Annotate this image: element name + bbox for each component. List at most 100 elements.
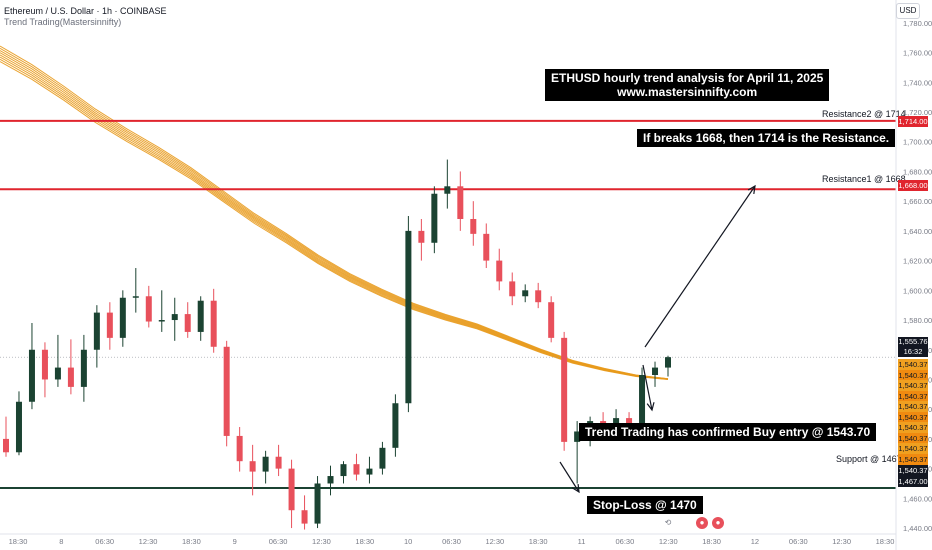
candle (28, 323, 35, 410)
time-tick-label: 18:30 (529, 537, 548, 546)
candle-body (132, 296, 139, 298)
indicator-value-tag: 1,540.37 (898, 369, 928, 381)
candle-body (431, 193, 438, 243)
candle-body (444, 186, 451, 194)
breakout-note: If breaks 1668, then 1714 is the Resista… (637, 129, 896, 147)
candle (483, 223, 490, 269)
candle (3, 416, 9, 457)
resistance1-label: Resistance1 @ 1668 (822, 174, 906, 184)
time-tick-label: 12:30 (485, 537, 504, 546)
candle-body (184, 314, 191, 332)
candle-body (353, 464, 360, 475)
price-tick-label: 1,600.00 (903, 286, 932, 295)
candle (314, 476, 321, 529)
analysis-website: www.mastersinnifty.com (617, 85, 758, 99)
candle (652, 361, 659, 387)
candle (340, 461, 347, 484)
candle-body (249, 461, 256, 472)
time-tick-label: 06:30 (616, 537, 635, 546)
candle (301, 495, 308, 530)
candle-body (93, 312, 100, 350)
time-tick-label: 12:30 (139, 537, 158, 546)
bar-countdown: 16:32 (903, 347, 923, 356)
candle (405, 216, 412, 413)
candle-body (171, 314, 178, 321)
candle (470, 201, 477, 246)
candle (236, 427, 243, 472)
currency-button[interactable]: USD (896, 3, 920, 19)
stoploss-arrow (559, 461, 580, 494)
replay-icon[interactable]: ⟲ (664, 518, 672, 527)
ribbon-line (0, 58, 669, 380)
candle-body (509, 281, 516, 297)
price-tick-label: 1,720.00 (903, 108, 932, 117)
time-tick-label: 18:30 (702, 537, 721, 546)
arrow-shaft (642, 364, 653, 411)
ribbon-line (0, 52, 669, 380)
arrow-head (571, 483, 580, 494)
candle (431, 186, 438, 254)
candle (197, 296, 204, 341)
time-tick-label: 12:30 (312, 537, 331, 546)
candle (41, 342, 48, 398)
candle-body (392, 403, 399, 448)
stop-loss-note: Stop-Loss @ 1470 (587, 496, 703, 514)
indicator-value-tag: 1,540.37 (898, 443, 928, 454)
candle-body (80, 349, 87, 387)
indicator-title: Trend Trading(Mastersinnifty) (4, 17, 122, 27)
time-tick-label: 18:30 (182, 537, 201, 546)
arrow-head (747, 184, 756, 195)
time-tick-label: 11 (578, 537, 586, 546)
candle (54, 334, 61, 387)
us-flag-event-icon[interactable]: ● (696, 517, 708, 529)
candle (366, 456, 373, 484)
candle (665, 355, 671, 377)
candle (548, 296, 555, 343)
entry-arrow (642, 364, 655, 412)
candle (262, 450, 269, 484)
candle (522, 284, 529, 303)
candle (171, 297, 178, 341)
candle-body (197, 300, 204, 332)
candle-body (613, 418, 620, 425)
candle (132, 268, 139, 313)
candle (145, 285, 152, 328)
candle-body (600, 421, 607, 425)
candle-body (665, 357, 671, 368)
time-tick-label: 18:30 (9, 537, 28, 546)
candle-body (457, 186, 464, 219)
candle-body (262, 456, 269, 472)
candle (509, 272, 516, 306)
candle-body (561, 337, 568, 442)
analysis-title: ETHUSD hourly trend analysis for April 1… (551, 71, 824, 85)
candle (93, 305, 100, 368)
candle-body (301, 510, 308, 524)
indicator-value-tag: 1,540.37 (898, 390, 928, 402)
indicator-last-tag: 1,540.37 (898, 465, 928, 476)
price-tick-label: 1,580.00 (903, 316, 932, 325)
indicator-value-tag: 1,540.37 (898, 411, 928, 423)
candle-body (15, 401, 22, 453)
time-tick-label: 9 (233, 537, 237, 546)
candle-body (483, 233, 490, 261)
us-flag-event-icon-2[interactable]: ● (712, 517, 724, 529)
indicator-value-tag: 1,540.37 (898, 380, 928, 391)
indicator-value-tag: 1,540.37 (898, 432, 928, 444)
candle-body (145, 296, 152, 322)
price-tick-label: 1,460.00 (903, 494, 932, 503)
time-tick-label: 12:30 (832, 537, 851, 546)
candle (67, 339, 74, 395)
candle-body (327, 476, 334, 484)
price-tick-label: 1,740.00 (903, 78, 932, 87)
candle-body (54, 367, 61, 380)
candle (496, 248, 503, 291)
time-tick-label: 12:30 (659, 537, 678, 546)
target-arrow (644, 184, 756, 348)
symbol-title: Ethereum / U.S. Dollar · 1h · COINBASE (4, 6, 167, 16)
time-tick-label: 10 (404, 537, 412, 546)
candle-body (41, 349, 48, 380)
candle-body (470, 218, 477, 234)
candle (80, 334, 87, 402)
time-tick-label: 06:30 (789, 537, 808, 546)
candle-body (405, 230, 412, 404)
